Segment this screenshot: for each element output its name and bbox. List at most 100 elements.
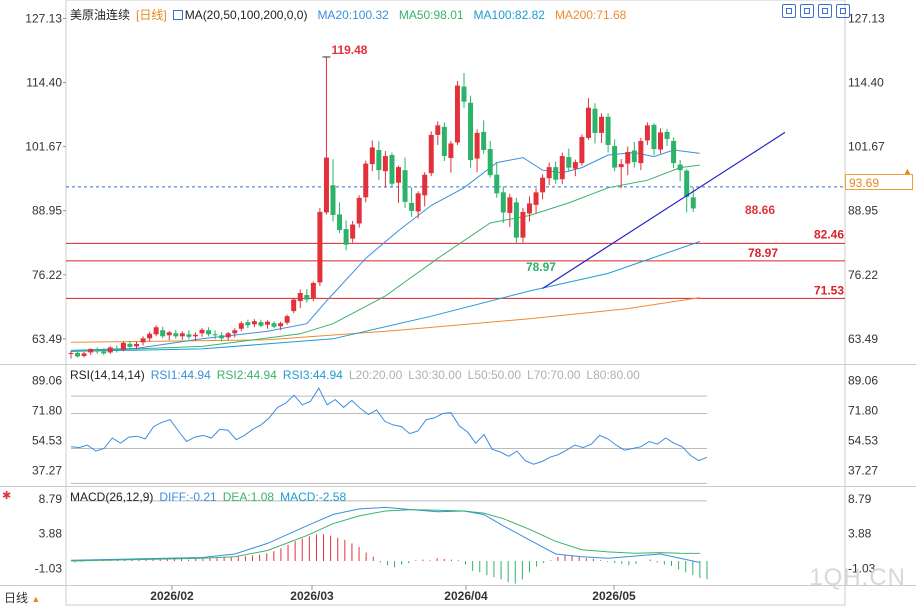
price-grid bbox=[63, 17, 845, 340]
grid-icon[interactable] bbox=[172, 9, 183, 20]
candle-body bbox=[278, 323, 284, 327]
price-axis-labels: 127.13 127.13 114.40 114.40 101.67 101.67 88.9… bbox=[25, 11, 885, 345]
candlesticks bbox=[68, 56, 696, 359]
price-tick-left: 101.67 bbox=[25, 140, 62, 154]
fullscreen-icon[interactable] bbox=[782, 4, 796, 18]
l50-label: L50:50.00 bbox=[467, 368, 522, 382]
price-tick-right: 114.40 bbox=[848, 76, 884, 90]
rsi-params-label: RSI(14,14,14) bbox=[70, 368, 145, 382]
price-tick-left: 76.22 bbox=[32, 268, 62, 282]
level1-label: 82.46 bbox=[814, 227, 844, 241]
ma20-label: MA20:100.32 bbox=[317, 7, 389, 22]
candle-body bbox=[114, 348, 120, 351]
date-axis: 2026/02 2026/03 2026/04 2026/05 bbox=[150, 585, 636, 603]
macd-value-label: MACD:-2.58 bbox=[280, 490, 347, 504]
candle-body bbox=[402, 170, 408, 202]
candle-body bbox=[409, 202, 415, 211]
period-tab-label: 日线 bbox=[4, 591, 29, 605]
candle-body bbox=[599, 116, 605, 133]
candle-body bbox=[225, 333, 231, 338]
horizontal-levels bbox=[66, 242, 845, 299]
rsi-tick-left: 54.53 bbox=[32, 434, 62, 448]
price-tick-right: 88.95 bbox=[848, 204, 878, 218]
candle-body bbox=[127, 343, 133, 347]
candle-body bbox=[291, 299, 297, 312]
candle-body bbox=[644, 125, 650, 141]
candle-body bbox=[631, 150, 637, 163]
candle-body bbox=[179, 333, 185, 337]
candle-body bbox=[527, 203, 532, 214]
candle-body bbox=[363, 163, 369, 198]
candle-body bbox=[441, 126, 447, 157]
candle-body bbox=[651, 124, 657, 150]
candle-body bbox=[232, 330, 238, 334]
rsi-panel: 89.06 89.06 71.80 71.80 54.53 54.53 37.27 37.27 bbox=[32, 373, 878, 502]
ma200-line bbox=[70, 297, 700, 343]
l20-label: L20:20.00 bbox=[348, 368, 403, 382]
candle-body bbox=[88, 348, 94, 353]
candle-body bbox=[297, 293, 303, 302]
rsi1-label: RSI1:44.94 bbox=[150, 368, 211, 382]
candle-body bbox=[415, 193, 421, 212]
l70-label: L70:70.00 bbox=[527, 368, 581, 382]
candle-body bbox=[468, 102, 474, 161]
ma100-label: MA100:82.82 bbox=[473, 7, 545, 22]
candle-body bbox=[134, 343, 139, 347]
moving-average-lines bbox=[70, 149, 700, 352]
candle-body bbox=[500, 192, 506, 213]
period-tab-arrow-icon: ▲ bbox=[31, 594, 41, 604]
candle-body bbox=[245, 322, 251, 326]
candle-body bbox=[166, 332, 172, 336]
candle-body bbox=[212, 334, 218, 336]
ma50-line bbox=[70, 164, 700, 352]
rsi-tick-right: 71.80 bbox=[848, 403, 878, 417]
candle-body bbox=[454, 85, 460, 143]
price-tick-left: 88.95 bbox=[32, 204, 62, 218]
candle-body bbox=[369, 147, 375, 165]
crosshair-icon[interactable] bbox=[800, 4, 814, 18]
diff-line bbox=[70, 506, 700, 563]
rsi-tick-left: 89.06 bbox=[32, 373, 62, 387]
candle-body bbox=[592, 108, 598, 133]
candle-body bbox=[690, 197, 696, 209]
candle-body bbox=[494, 174, 500, 194]
candle-body bbox=[533, 192, 539, 205]
candle-body bbox=[219, 335, 225, 339]
trendline bbox=[542, 131, 786, 289]
candle-body bbox=[68, 352, 74, 354]
candle-body bbox=[507, 197, 513, 213]
period-label[interactable]: [日线] bbox=[136, 8, 167, 22]
candle-body bbox=[350, 224, 356, 239]
candle-body bbox=[238, 323, 244, 329]
price-tick-right: 76.22 bbox=[848, 268, 878, 282]
candle-body bbox=[481, 131, 487, 151]
main-legend: 美原油连续 [日线] MA(20,50,100,200,0,0) MA20:10… bbox=[70, 6, 626, 23]
settings-icon[interactable] bbox=[836, 4, 850, 18]
candle-body bbox=[304, 295, 310, 300]
symbol-name: 美原油连续 bbox=[70, 8, 131, 22]
last-price-tag: 93.69 bbox=[845, 174, 913, 190]
candle-body bbox=[585, 107, 591, 138]
candle-body bbox=[337, 214, 343, 231]
candle-body bbox=[677, 164, 683, 171]
rsi-tick-right: 37.27 bbox=[848, 464, 878, 478]
ma100-line bbox=[70, 241, 700, 352]
price-tag-arrow-icon: ▲ bbox=[903, 166, 912, 176]
macd-legend: MACD(26,12,9) DIFF:-0.21 DEA:1.08 MACD:-… bbox=[70, 490, 346, 504]
ma50-label: MA50:98.01 bbox=[398, 7, 464, 22]
candle-body bbox=[101, 351, 107, 354]
candle-body bbox=[343, 229, 349, 245]
candle-body bbox=[271, 323, 277, 327]
candle-body bbox=[140, 338, 146, 343]
candle-body bbox=[251, 321, 257, 325]
price-annotations: 119.48 78.97 88.66 82.46 78.97 71.53 bbox=[322, 43, 844, 297]
indicator-menu-icon[interactable]: ✱ bbox=[2, 490, 12, 502]
zoom-icon[interactable] bbox=[818, 4, 832, 18]
period-tab[interactable]: 日线 ▲ bbox=[4, 589, 40, 606]
rsi-legend: RSI(14,14,14) RSI1:44.94 RSI2:44.94 RSI3… bbox=[70, 368, 640, 382]
candle-body bbox=[199, 329, 205, 334]
plot-border bbox=[65, 0, 846, 606]
macd-tick-right: 8.79 bbox=[848, 492, 872, 506]
dea-line bbox=[70, 509, 700, 562]
